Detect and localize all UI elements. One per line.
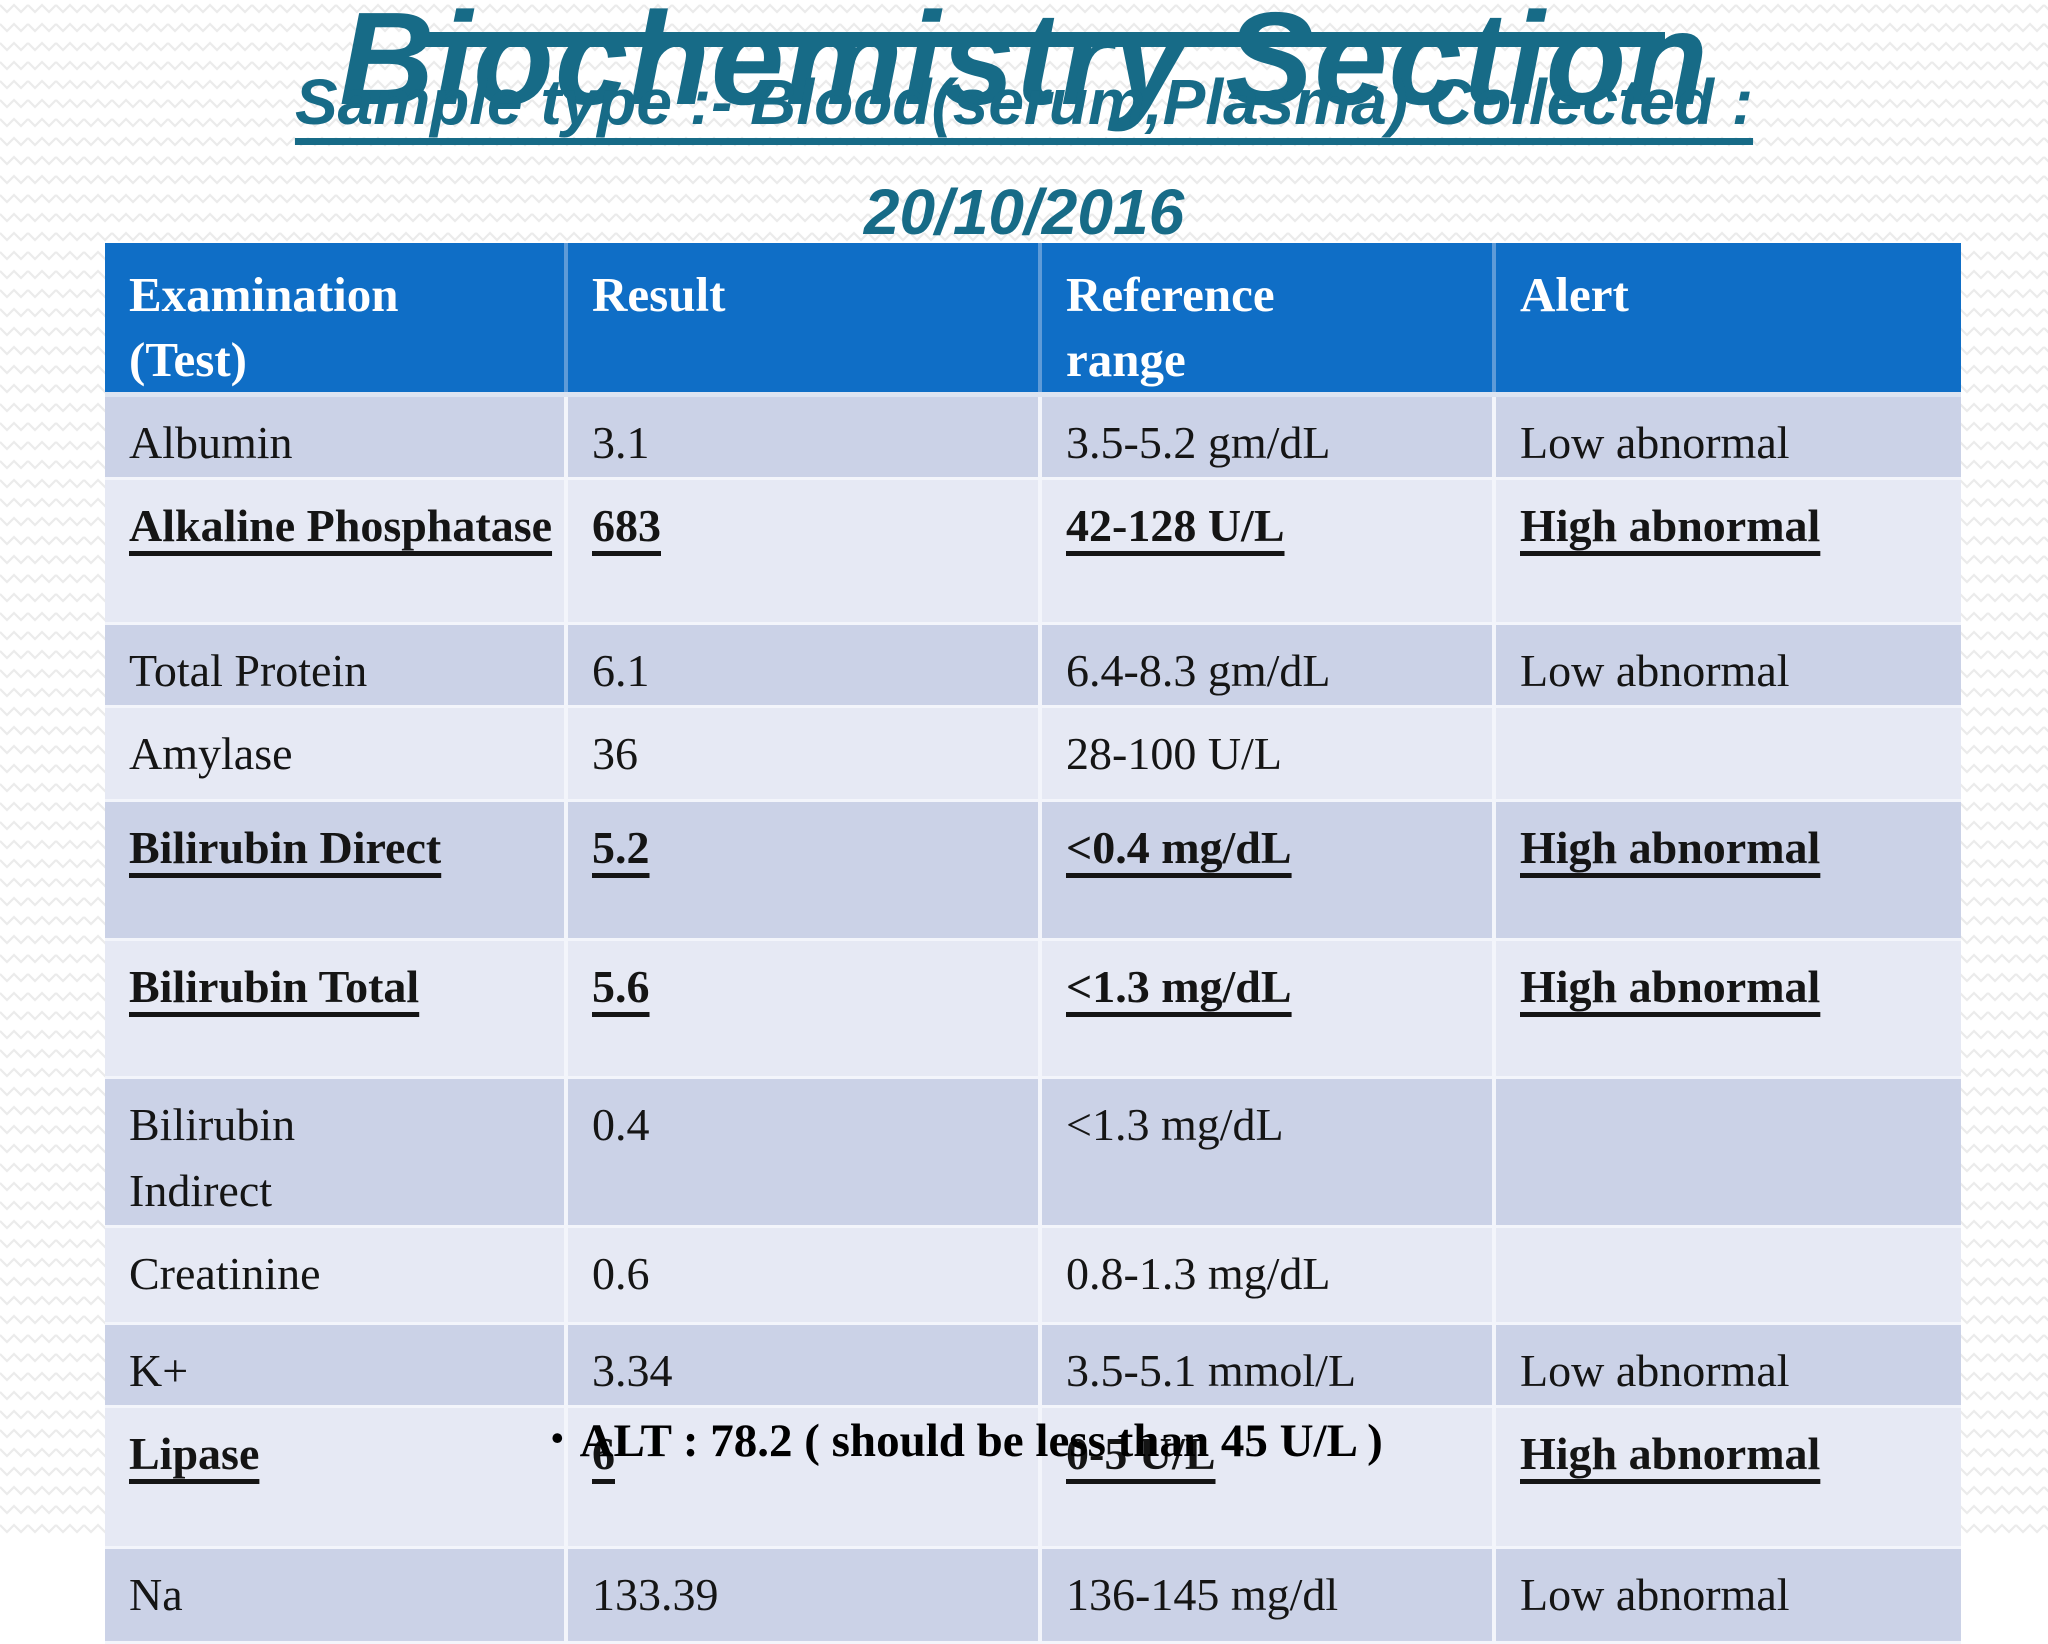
cell-alert: Low abnormal: [1494, 1323, 1961, 1409]
cell-range: <0.4 mg/dL: [1040, 800, 1496, 941]
cell-alert: Low abnormal: [1494, 1547, 1961, 1644]
table-row: K+ 3.34 3.5-5.1 mmol/L Low abnormal: [105, 1323, 1961, 1409]
table-row: Creatinine 0.6 0.8-1.3 mg/dL: [105, 1226, 1961, 1326]
table-row: Amylase 36 28-100 U/L: [105, 706, 1961, 802]
cell-alert: [1494, 706, 1961, 802]
cell-test: Na: [105, 1547, 568, 1644]
cell-result: 5.6: [566, 939, 1042, 1079]
cell-result: 6.1: [566, 623, 1042, 708]
header-cell-result: Result: [566, 243, 1042, 398]
cell-result: 0.6: [566, 1226, 1042, 1326]
cell-result: 5.2: [566, 800, 1042, 941]
cell-test: Alkaline Phosphatase: [105, 478, 568, 626]
table-row: Bilirubin Total 5.6 <1.3 mg/dL High abno…: [105, 939, 1961, 1079]
cell-range: 42-128 U/L: [1040, 478, 1496, 626]
subtitle-collected-date: 20/10/2016: [863, 176, 1185, 248]
cell-alert: Low abnormal: [1494, 623, 1961, 708]
cell-range: 28-100 U/L: [1040, 706, 1496, 802]
cell-result: 36: [566, 706, 1042, 802]
cell-range: <1.3 mg/dL: [1040, 1077, 1496, 1229]
cell-alert: [1494, 1226, 1961, 1326]
cell-test: Amylase: [105, 706, 568, 802]
cell-alert: High abnormal: [1494, 939, 1961, 1079]
cell-range: 6.4-8.3 gm/dL: [1040, 623, 1496, 708]
cell-result: 683: [566, 478, 1042, 626]
cell-alert: [1494, 1077, 1961, 1229]
cell-result: 3.1: [566, 394, 1042, 481]
slide-subtitle: Sample type :- Blood(serum,Plasma) Colle…: [0, 62, 2048, 252]
cell-test: Bilirubin Indirect: [105, 1077, 568, 1229]
bullet-icon: •: [551, 1418, 564, 1458]
cell-alert: High abnormal: [1494, 800, 1961, 941]
cell-alert: Low abnormal: [1494, 394, 1961, 481]
cell-test: Total Protein: [105, 623, 568, 708]
table-row: Total Protein 6.1 6.4-8.3 gm/dL Low abno…: [105, 623, 1961, 708]
cell-test: Bilirubin Total: [105, 939, 568, 1079]
cell-range: 136-145 mg/dl: [1040, 1547, 1496, 1644]
table-row: Bilirubin Direct 5.2 <0.4 mg/dL High abn…: [105, 800, 1961, 941]
cell-test: Bilirubin Direct: [105, 800, 568, 941]
cell-test: Lipase: [105, 1406, 568, 1550]
header-cell-alert: Alert: [1494, 243, 1961, 398]
cell-test: Albumin: [105, 394, 568, 481]
table-header-row: Examination (Test) Result Reference rang…: [105, 243, 1961, 398]
alt-annotation-text: ALT : 78.2 ( should be less than 45 U/L …: [579, 1415, 1383, 1467]
cell-range: 3.5-5.1 mmol/L: [1040, 1323, 1496, 1409]
cell-result: 133.39: [566, 1547, 1042, 1644]
cell-alert: High abnormal: [1494, 478, 1961, 626]
header-cell-examination: Examination (Test): [105, 243, 568, 398]
page-title: Biochemistry Section: [339, 0, 1709, 133]
cell-result: 6: [566, 1406, 1042, 1550]
cell-result: 3.34: [566, 1323, 1042, 1409]
alt-annotation: • ALT : 78.2 ( should be less than 45 U/L…: [505, 1407, 1490, 1477]
table-row: Na 133.39 136-145 mg/dl Low abnormal: [105, 1547, 1961, 1644]
subtitle-sample-type: Sample type :- Blood(serum,Plasma) Colle…: [294, 66, 1754, 138]
cell-result: 0.4: [566, 1077, 1042, 1229]
cell-test: Creatinine: [105, 1226, 568, 1326]
table-row: Albumin 3.1 3.5-5.2 gm/dL Low abnormal: [105, 394, 1961, 481]
title-underline: [420, 32, 1665, 47]
cell-test: K+: [105, 1323, 568, 1409]
table-row: Alkaline Phosphatase 683 42-128 U/L High…: [105, 478, 1961, 626]
cell-range: 3.5-5.2 gm/dL: [1040, 394, 1496, 481]
header-cell-reference-range: Reference range: [1040, 243, 1496, 398]
table-row: Bilirubin Indirect 0.4 <1.3 mg/dL: [105, 1077, 1961, 1229]
cell-alert: High abnormal: [1494, 1406, 1961, 1550]
cell-range: <1.3 mg/dL: [1040, 939, 1496, 1079]
cell-range: 0.8-1.3 mg/dL: [1040, 1226, 1496, 1326]
